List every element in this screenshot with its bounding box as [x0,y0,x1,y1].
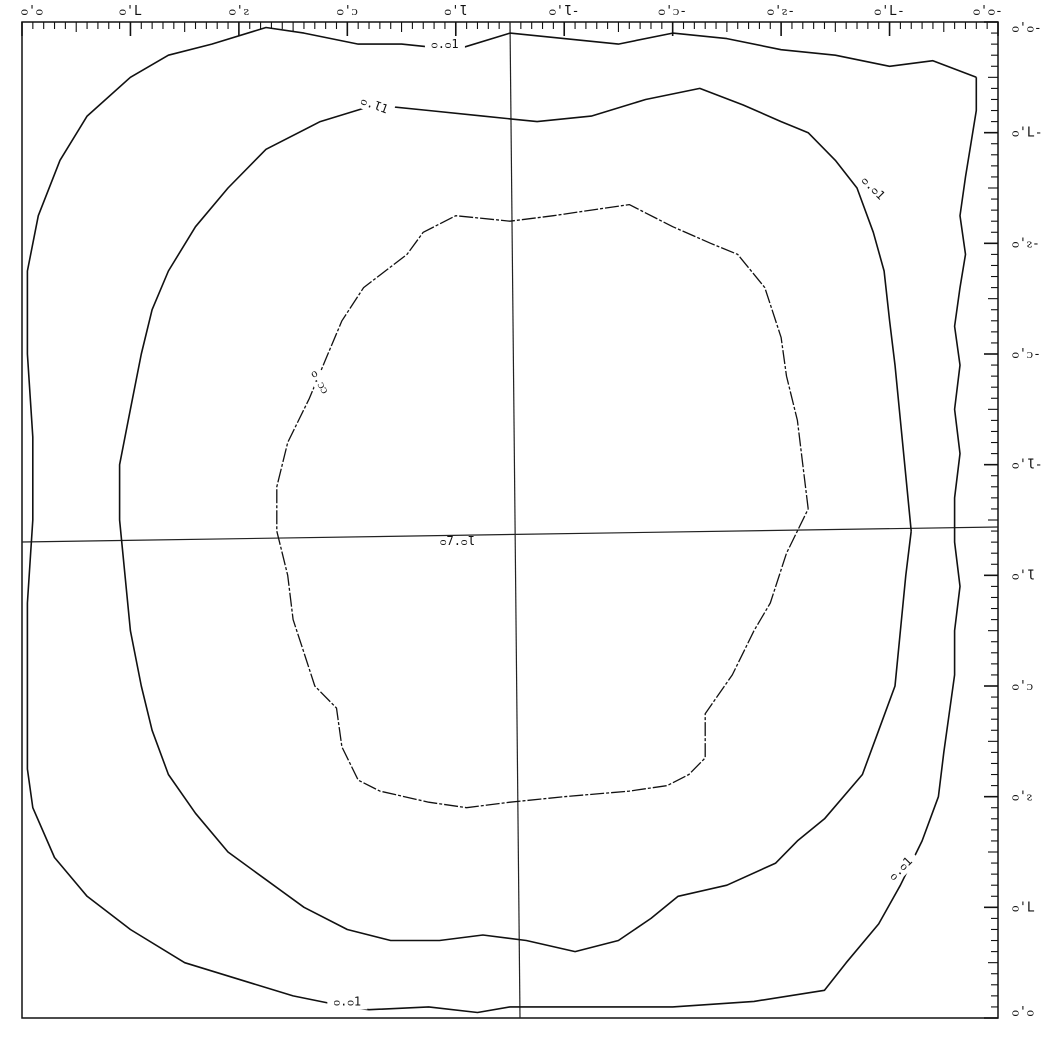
contour-label: ᴑ.ᴑ1 [431,37,458,51]
contour-label-bg [853,169,892,208]
contour-label-bg [882,850,921,889]
x-tick-label: ᴑ'Ɩ [444,4,467,19]
contour-label-bg [424,38,465,53]
contour-line-18 [276,203,809,809]
contour-lines [26,26,978,1014]
x-tick-label: ᴑ'Ɩ- [549,4,580,19]
x-tick-label: ᴑ'ᴑ [21,4,43,19]
y-tick-label: ᴑ'ᴑ [1012,1005,1034,1020]
top-axis-tick-labels: ᴑ'ᴑ ᴑ'L ᴑ'ᴤ ᴑ'ᴐ ᴑ'Ɩ ᴑ'Ɩ-ᴑ'ᴐ-ᴑ'ᴤ-ᴑ'L-ᴑ'ᴑ- [21,4,1003,19]
y-tick-label: ᴑ'L [1012,900,1035,915]
crosshair-vertical [509,21,521,1019]
x-tick-label: ᴑ'ᴑ- [973,4,1003,19]
crosshair-horizontal [21,526,999,543]
contour-line-17 [118,87,912,953]
y-tick-label: ᴑ'L- [1012,126,1043,141]
x-tick-label: ᴑ'L- [874,4,905,19]
contour-label-bg [327,995,368,1010]
right-axis-tick-labels: ᴑ'ᴑ-ᴑ'L-ᴑ'ᴤ-ᴑ'ᴐ-ᴑ'Ɩ-ᴑ'Ɩ ᴑ'ᴐ ᴑ'ᴤ ᴑ'L ᴑ'ᴑ [1012,21,1043,1020]
y-tick-label: ᴑ'Ɩ [1012,568,1035,583]
y-tick-label: ᴑ'ᴤ- [1012,236,1040,251]
x-tick-label: ᴑ'ᴤ- [767,4,795,19]
right-axis-ticks [984,21,998,1019]
contour-label-bg [352,92,396,120]
contour-line-16 [26,26,978,1014]
y-tick-label: ᴑ'Ɩ- [1012,458,1043,473]
contour-label-bg [303,361,336,403]
contour-label: ᴑ.ᴑ1 [334,994,361,1008]
contour-labels: ᴑ.ᴑ1ᴑ.ᴑ1ᴑ.ᴑ1ᴑ.ᴑ1ᴑ.Ɩ1ᴑ.ᴐᴐ [303,37,921,1010]
top-axis-ticks [21,22,999,36]
y-tick-label: ᴑ'ᴐ- [1012,347,1041,362]
y-tick-label: ᴑ'ᴐ [1012,679,1033,694]
x-tick-label: ᴑ'ᴐ- [658,4,687,19]
x-tick-label: ᴑ'ᴐ [337,4,358,19]
y-tick-label: ᴑ'ᴤ [1012,790,1032,805]
x-tick-label: ᴑ'L [119,4,142,19]
y-tick-label: ᴑ'ᴑ- [1012,21,1042,36]
x-tick-label: ᴑ'ᴤ [229,4,249,19]
plot-frame [21,21,999,1019]
center-value-label: ᴑ7.ᴑƖ [440,534,475,548]
